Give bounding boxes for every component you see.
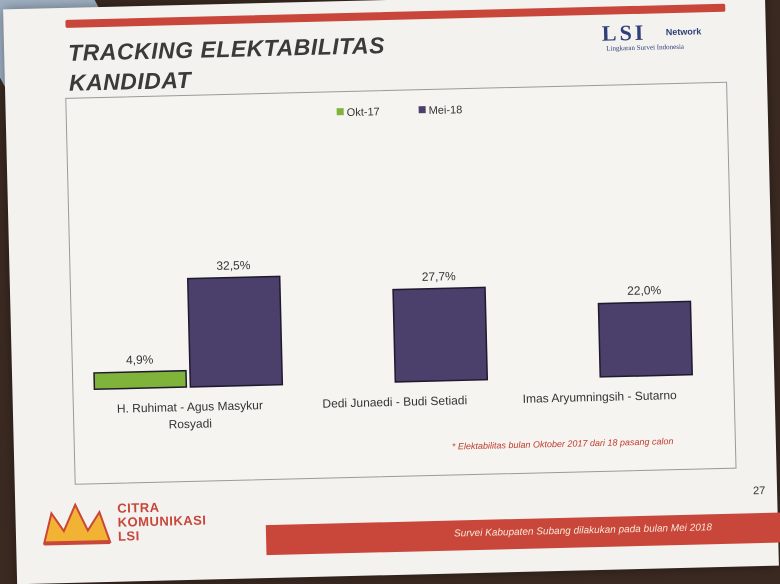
bar-1-1 bbox=[392, 286, 489, 383]
chart-frame: Okt-17 Mei-18 4,9% 32,5% H. Ruhimat - Agus M… bbox=[65, 81, 737, 485]
brand-text: CITRA KOMUNIKASI LSI bbox=[117, 500, 207, 544]
legend-swatch-1 bbox=[418, 106, 426, 114]
bar-chart: Okt-17 Mei-18 4,9% 32,5% H. Ruhimat - Agus M… bbox=[93, 104, 693, 431]
lsi-logo: LSI Network Lingkaran Survei Indonesia bbox=[602, 18, 723, 57]
bar-1-0 bbox=[186, 275, 284, 388]
data-label-1-2: 22,0% bbox=[627, 283, 662, 298]
presentation-slide: TRACKING ELEKTABILITAS KANDIDAT LSI Netw… bbox=[3, 0, 780, 584]
data-label-1-0: 32,5% bbox=[216, 258, 251, 273]
brand-line-2: KOMUNIKASI bbox=[117, 512, 207, 530]
category-label-2-0: Imas Aryumningsih - Sutarno bbox=[523, 388, 678, 406]
category-label-0-1: Rosyadi bbox=[168, 416, 212, 431]
citra-komunikasi-brand: CITRA KOMUNIKASI LSI bbox=[39, 498, 260, 563]
logo-main-text: LSI bbox=[601, 19, 647, 46]
legend-swatch-0 bbox=[336, 108, 344, 116]
page-number: 27 bbox=[752, 484, 766, 498]
brand-line-3: LSI bbox=[117, 528, 140, 544]
crown-logo-icon bbox=[42, 502, 112, 546]
legend-label-0: Okt-17 bbox=[347, 106, 380, 119]
bar-0-0 bbox=[93, 369, 188, 391]
category-label-0-0: H. Ruhimat - Agus Masykur bbox=[117, 398, 263, 416]
data-label-1-1: 27,7% bbox=[422, 269, 457, 284]
legend-label-1: Mei-18 bbox=[429, 104, 463, 117]
data-label-0-0: 4,9% bbox=[126, 352, 154, 367]
bar-1-2 bbox=[597, 300, 693, 378]
logo-subtitle: Lingkaran Survei Indonesia bbox=[606, 42, 685, 53]
category-label-1-0: Dedi Junaedi - Budi Setiadi bbox=[322, 393, 467, 411]
slide-title: TRACKING ELEKTABILITAS KANDIDAT bbox=[68, 29, 429, 98]
logo-network-text: Network bbox=[665, 26, 702, 38]
